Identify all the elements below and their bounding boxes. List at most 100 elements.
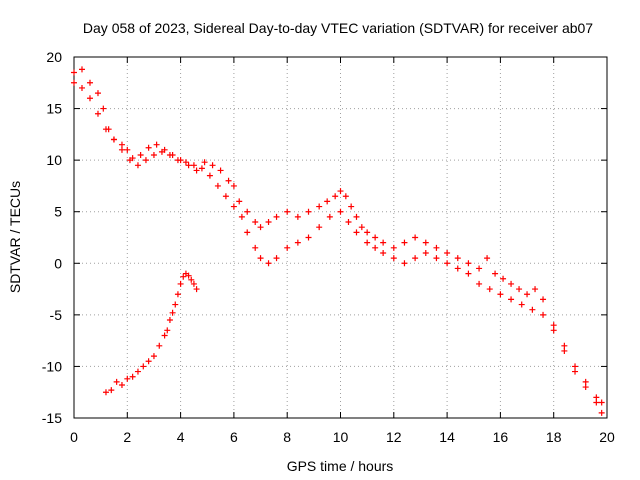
data-point bbox=[230, 182, 237, 189]
data-point bbox=[134, 162, 141, 169]
data-point bbox=[465, 270, 472, 277]
data-point bbox=[561, 347, 568, 354]
data-point bbox=[185, 272, 192, 279]
data-point bbox=[337, 208, 344, 215]
x-tick-label: 16 bbox=[493, 429, 509, 445]
data-point bbox=[476, 280, 483, 287]
data-point bbox=[108, 387, 115, 394]
data-point bbox=[561, 342, 568, 349]
data-point bbox=[540, 311, 547, 318]
data-point bbox=[433, 244, 440, 251]
data-point bbox=[174, 291, 181, 298]
data-point bbox=[244, 229, 251, 236]
data-point bbox=[372, 244, 379, 251]
data-point bbox=[390, 255, 397, 262]
y-tick-label: -10 bbox=[42, 358, 62, 374]
data-point bbox=[492, 270, 499, 277]
y-tick-label: 0 bbox=[54, 255, 62, 271]
data-point bbox=[358, 224, 365, 231]
data-point bbox=[137, 151, 144, 158]
data-point bbox=[572, 363, 579, 370]
data-point bbox=[156, 342, 163, 349]
data-point bbox=[188, 276, 195, 283]
data-point bbox=[169, 309, 176, 316]
x-tick-label: 0 bbox=[70, 429, 78, 445]
data-point bbox=[324, 198, 331, 205]
data-point bbox=[252, 219, 259, 226]
data-point bbox=[102, 389, 109, 396]
data-point bbox=[294, 239, 301, 246]
data-point bbox=[78, 66, 85, 73]
data-point bbox=[497, 291, 504, 298]
data-point bbox=[476, 265, 483, 272]
data-point bbox=[86, 79, 93, 86]
data-point bbox=[582, 384, 589, 391]
data-point bbox=[78, 84, 85, 91]
data-point bbox=[284, 208, 291, 215]
data-point bbox=[102, 126, 109, 133]
x-tick-label: 6 bbox=[230, 429, 238, 445]
data-point bbox=[486, 286, 493, 293]
data-point bbox=[113, 378, 120, 385]
data-point bbox=[265, 219, 272, 226]
data-point bbox=[177, 280, 184, 287]
data-point bbox=[257, 224, 264, 231]
data-point bbox=[364, 229, 371, 236]
data-point bbox=[348, 203, 355, 210]
data-point bbox=[257, 255, 264, 262]
data-point bbox=[540, 296, 547, 303]
data-point bbox=[252, 244, 259, 251]
data-point bbox=[412, 255, 419, 262]
data-point bbox=[508, 280, 515, 287]
y-tick-label: 15 bbox=[46, 101, 62, 117]
data-point bbox=[150, 353, 157, 360]
data-point bbox=[529, 306, 536, 313]
data-point bbox=[380, 249, 387, 256]
data-point bbox=[572, 368, 579, 375]
x-tick-label: 14 bbox=[439, 429, 455, 445]
y-axis: -15 -10 -5 0 5 10 15 20 bbox=[42, 49, 607, 426]
data-point bbox=[508, 296, 515, 303]
data-point bbox=[273, 213, 280, 220]
data-point bbox=[390, 244, 397, 251]
data-point bbox=[185, 162, 192, 169]
data-point bbox=[524, 291, 531, 298]
data-point bbox=[332, 193, 339, 200]
data-point bbox=[433, 255, 440, 262]
data-point bbox=[401, 260, 408, 267]
data-point bbox=[316, 224, 323, 231]
data-point bbox=[372, 234, 379, 241]
x-tick-label: 12 bbox=[386, 429, 402, 445]
data-point bbox=[86, 95, 93, 102]
data-point bbox=[364, 239, 371, 246]
data-point bbox=[182, 159, 189, 166]
series-track-a bbox=[71, 66, 605, 406]
data-point bbox=[134, 368, 141, 375]
data-point bbox=[190, 162, 197, 169]
data-point bbox=[225, 177, 232, 184]
data-point bbox=[118, 381, 125, 388]
data-point bbox=[412, 234, 419, 241]
data-point bbox=[326, 213, 333, 220]
series-track-c bbox=[102, 270, 200, 396]
data-point bbox=[206, 172, 213, 179]
data-point bbox=[118, 141, 125, 148]
x-tick-label: 18 bbox=[546, 429, 562, 445]
data-point bbox=[305, 208, 312, 215]
data-point bbox=[140, 363, 147, 370]
data-point bbox=[465, 260, 472, 267]
data-point bbox=[193, 286, 200, 293]
data-point bbox=[222, 193, 229, 200]
data-point bbox=[516, 286, 523, 293]
data-point bbox=[100, 105, 107, 112]
data-point bbox=[145, 144, 152, 151]
data-point bbox=[484, 255, 491, 262]
data-point bbox=[201, 159, 208, 166]
data-point bbox=[161, 332, 168, 339]
data-point bbox=[166, 151, 173, 158]
data-point bbox=[209, 162, 216, 169]
data-point bbox=[153, 141, 160, 148]
y-tick-label: 5 bbox=[54, 204, 62, 220]
x-tick-label: 4 bbox=[177, 429, 185, 445]
x-tick-label: 10 bbox=[333, 429, 349, 445]
